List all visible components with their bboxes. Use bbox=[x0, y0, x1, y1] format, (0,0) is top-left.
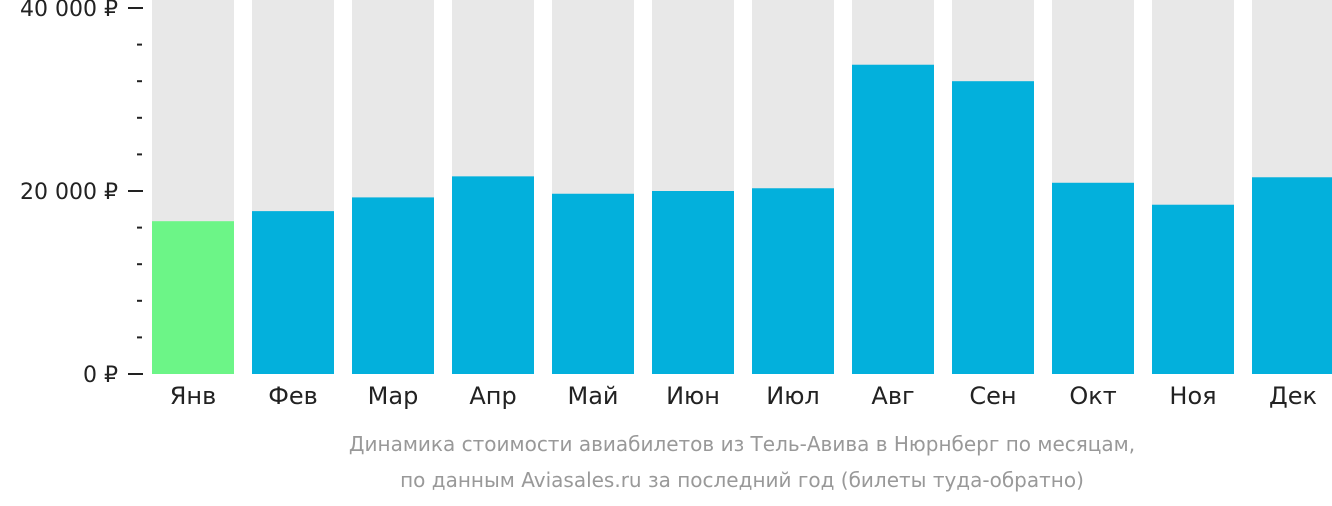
x-tick-label-1: Янв bbox=[170, 382, 217, 410]
chart-caption-line-2: по данным Aviasales.ru за последний год … bbox=[400, 468, 1084, 492]
y-tick-label-2: 20 000 ₽ bbox=[20, 180, 118, 205]
bars bbox=[152, 64, 1332, 374]
x-tick-label-8: Авг bbox=[871, 382, 914, 410]
bar-3 bbox=[352, 197, 434, 374]
bar-2 bbox=[252, 211, 334, 374]
x-tick-label-11: Ноя bbox=[1169, 382, 1216, 410]
bar-1 bbox=[152, 221, 234, 374]
x-axis-labels: Янв Фев Мар Апр Май Июн Июл Авг Сен Окт Ноя Дек bbox=[170, 382, 1317, 410]
bar-6 bbox=[652, 191, 734, 374]
chart-caption-line-1: Динамика стоимости авиабилетов из Тель-А… bbox=[349, 432, 1135, 456]
x-tick-label-3: Мар bbox=[368, 382, 419, 410]
x-tick-label-2: Фев bbox=[268, 382, 318, 410]
bar-9 bbox=[952, 81, 1034, 374]
bar-10 bbox=[1052, 182, 1134, 374]
y-axis: 40 000 ₽ 20 000 ₽ 0 ₽ bbox=[20, 0, 143, 388]
y-tick-label-1: 40 000 ₽ bbox=[20, 0, 118, 22]
x-tick-label-10: Окт bbox=[1069, 382, 1116, 410]
bar-11 bbox=[1152, 204, 1234, 374]
x-tick-label-12: Дек bbox=[1269, 382, 1317, 410]
x-tick-label-7: Июл bbox=[766, 382, 820, 410]
x-tick-label-6: Июн bbox=[666, 382, 720, 410]
bar-4 bbox=[452, 176, 534, 374]
y-tick-label-3: 0 ₽ bbox=[83, 363, 118, 388]
bar-12 bbox=[1252, 177, 1332, 374]
bar-7 bbox=[752, 188, 834, 374]
bar-5 bbox=[552, 193, 634, 374]
x-tick-label-9: Сен bbox=[969, 382, 1016, 410]
bar-8 bbox=[852, 64, 934, 374]
x-tick-label-4: Апр bbox=[469, 382, 516, 410]
x-tick-label-5: Май bbox=[567, 382, 618, 410]
